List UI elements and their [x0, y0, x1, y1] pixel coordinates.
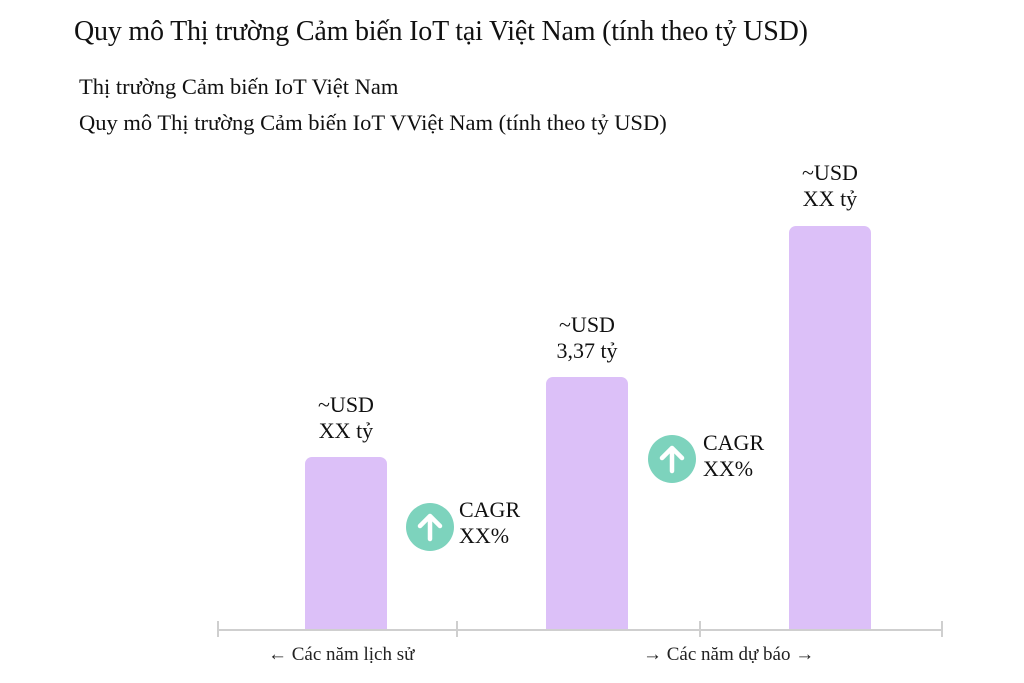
bar-forecast [789, 226, 871, 630]
chart-subtitle-2: Quy mô Thị trường Cảm biến IoT VViệt Nam… [79, 110, 667, 135]
bar-label-line: ~USD [802, 160, 858, 185]
bar-label-line: ~USD [318, 392, 374, 417]
x-axis-line [218, 629, 942, 631]
bar-current [546, 377, 628, 630]
bar-label-line: ~USD [559, 312, 615, 337]
cagr-label: CAGR [703, 430, 765, 455]
axis-label-historical: ← Các năm lịch sử [268, 644, 415, 665]
up-arrow-icon [648, 435, 696, 483]
x-axis-tick [217, 621, 219, 637]
bar-label-current: ~USD 3,37 tỷ [527, 312, 647, 364]
x-axis-tick [941, 621, 943, 637]
x-axis-tick [699, 621, 701, 637]
cagr-label: CAGR [459, 497, 521, 522]
bar-label-value: 3,37 tỷ [556, 338, 618, 363]
bar-label-forecast: ~USD XX tỷ [770, 160, 890, 212]
up-arrow-icon [406, 503, 454, 551]
bar-label-value: XX tỷ [802, 186, 858, 211]
chart-subtitle: Thị trường Cảm biến IoT Việt Nam [79, 74, 399, 99]
bar-label-value: XX tỷ [318, 418, 374, 443]
cagr-value: XX% [703, 456, 754, 481]
cagr-value: XX% [459, 523, 510, 548]
chart-title: Quy mô Thị trường Cảm biến IoT tại Việt … [74, 16, 808, 47]
x-axis-tick [456, 621, 458, 637]
cagr-annotation-2: CAGR XX% [703, 430, 764, 482]
axis-label-forecast: → Các năm dự báo → [643, 644, 815, 665]
bar-historical [305, 457, 387, 630]
bar-label-historical: ~USD XX tỷ [286, 392, 406, 444]
cagr-annotation-1: CAGR XX% [459, 497, 520, 549]
